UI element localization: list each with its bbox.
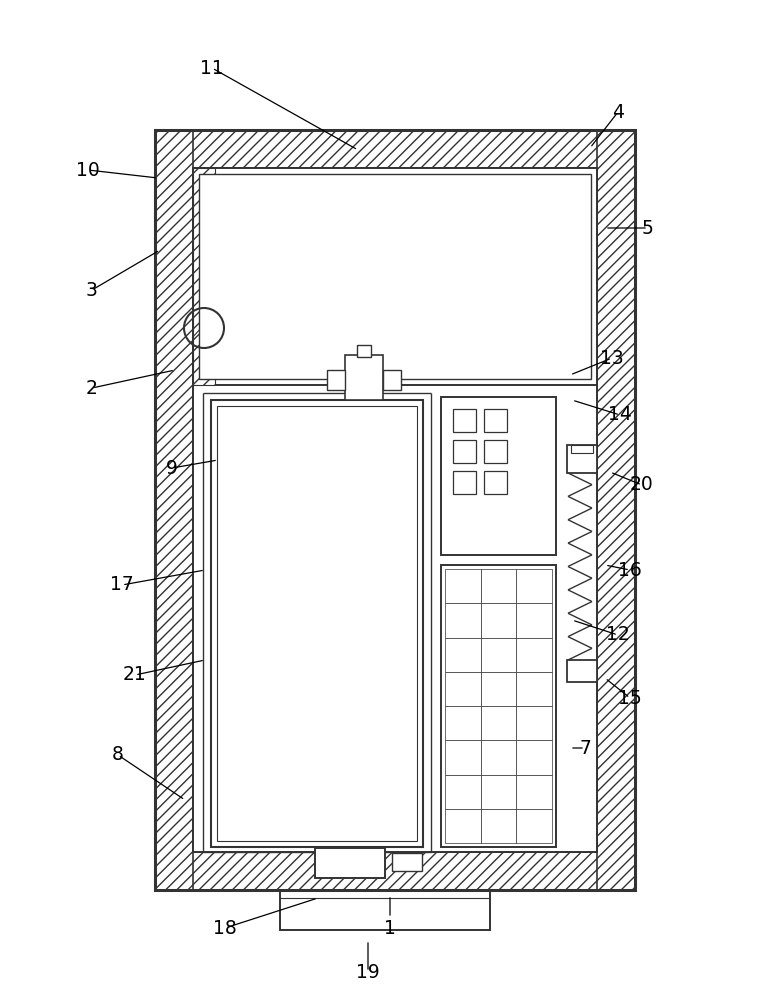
Bar <box>484 440 507 463</box>
Bar <box>327 370 345 390</box>
Bar <box>441 397 556 555</box>
Bar <box>481 672 517 706</box>
Bar <box>517 638 552 672</box>
Text: 1: 1 <box>384 918 396 938</box>
Text: 5: 5 <box>642 219 654 237</box>
Bar <box>453 409 476 432</box>
Bar <box>445 603 481 638</box>
Text: 8: 8 <box>112 746 124 764</box>
Bar <box>571 445 593 453</box>
Bar <box>453 471 476 494</box>
Text: 3: 3 <box>86 280 98 300</box>
Text: 15: 15 <box>618 688 642 708</box>
Bar <box>155 852 635 890</box>
Bar <box>445 638 481 672</box>
Bar <box>345 355 383 400</box>
Bar <box>445 774 481 809</box>
Bar <box>481 740 517 774</box>
Text: 9: 9 <box>166 458 178 478</box>
Bar <box>392 853 422 871</box>
Bar <box>441 565 556 847</box>
Bar <box>517 809 552 843</box>
Text: 21: 21 <box>123 666 147 684</box>
Bar <box>193 168 597 852</box>
Text: 20: 20 <box>630 476 654 494</box>
Bar <box>517 672 552 706</box>
Text: 4: 4 <box>612 103 624 121</box>
Text: 16: 16 <box>618 560 642 580</box>
Bar <box>481 603 517 638</box>
Bar <box>193 168 215 385</box>
Bar <box>445 706 481 740</box>
Text: 10: 10 <box>76 160 100 180</box>
Bar <box>481 809 517 843</box>
Bar <box>155 130 635 890</box>
Bar <box>481 774 517 809</box>
Bar <box>484 409 507 432</box>
Bar <box>155 130 635 168</box>
Bar <box>155 130 193 890</box>
Bar <box>315 848 385 878</box>
Text: 17: 17 <box>110 576 134 594</box>
Bar <box>445 569 481 603</box>
Bar <box>481 638 517 672</box>
Text: 7: 7 <box>579 738 591 758</box>
Bar <box>484 471 507 494</box>
Bar <box>597 130 635 890</box>
Bar <box>199 174 591 379</box>
Bar <box>517 706 552 740</box>
Bar <box>481 706 517 740</box>
Text: 14: 14 <box>608 406 632 424</box>
Bar <box>445 740 481 774</box>
Bar <box>567 660 597 682</box>
Bar <box>517 774 552 809</box>
Bar <box>445 809 481 843</box>
Text: 2: 2 <box>86 378 98 397</box>
Bar <box>357 345 371 357</box>
Bar <box>217 406 417 841</box>
Bar <box>517 740 552 774</box>
Text: 11: 11 <box>200 58 224 78</box>
Text: 18: 18 <box>213 918 237 938</box>
Bar <box>517 603 552 638</box>
Bar <box>445 672 481 706</box>
Bar <box>481 569 517 603</box>
Bar <box>453 440 476 463</box>
Bar <box>280 890 490 930</box>
Text: 13: 13 <box>600 349 624 367</box>
Bar <box>517 569 552 603</box>
Text: 12: 12 <box>606 626 630 645</box>
Bar <box>567 445 597 473</box>
Bar <box>211 400 423 847</box>
Bar <box>383 370 401 390</box>
Text: 19: 19 <box>356 962 380 982</box>
